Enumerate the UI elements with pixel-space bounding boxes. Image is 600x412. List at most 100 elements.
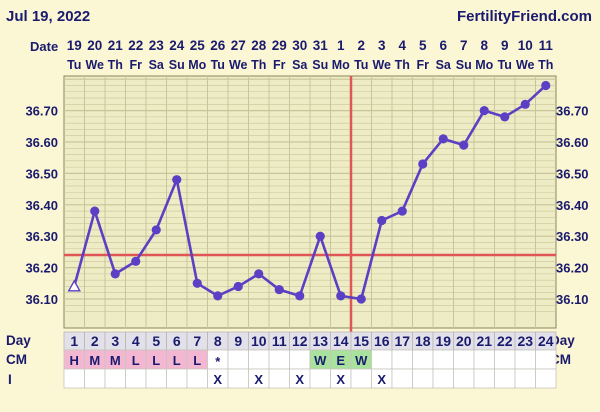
date-label: 7 (460, 38, 468, 53)
day-label: 17 (394, 333, 410, 349)
intercourse-cell (84, 368, 106, 389)
cm-label: L (193, 353, 201, 368)
cm-label: L (132, 353, 140, 368)
y-tick-label-right: 36.20 (556, 261, 589, 276)
intercourse-cell (309, 368, 331, 389)
y-tick-label-right: 36.30 (556, 229, 589, 244)
temperature-point (110, 269, 120, 279)
cm-label: L (152, 353, 160, 368)
weekday-label: Th (395, 58, 410, 72)
weekday-label: Mo (475, 58, 493, 72)
day-label: 12 (292, 333, 308, 349)
date-label: 8 (480, 38, 488, 53)
temperature-point (315, 231, 325, 241)
intercourse-mark: X (213, 372, 222, 387)
cm-cell (248, 349, 270, 370)
day-label: 8 (214, 333, 222, 349)
weekday-label: Sa (149, 58, 165, 72)
date-label: 29 (272, 38, 287, 53)
y-tick-label-left: 36.70 (25, 104, 58, 119)
date-label: 4 (398, 38, 406, 53)
weekday-label: We (85, 58, 104, 72)
chart-date: Jul 19, 2022 (6, 8, 91, 25)
day-label: 11 (272, 333, 287, 349)
intercourse-cell (186, 368, 208, 389)
intercourse-cell (227, 368, 249, 389)
cm-label: W (355, 353, 368, 368)
cm-cell (412, 349, 434, 370)
cm-label: M (110, 353, 121, 368)
y-tick-label-left: 36.20 (25, 261, 58, 276)
temperature-series (67, 80, 551, 304)
temperature-point (213, 291, 223, 301)
intercourse-row-label: I (8, 372, 12, 387)
cm-cell (535, 349, 557, 370)
weekday-label: We (229, 58, 248, 72)
intercourse-mark: X (336, 372, 345, 387)
cm-cell (453, 349, 475, 370)
y-tick-label-left: 36.60 (25, 135, 58, 150)
day-row-label: Day (6, 333, 31, 348)
intercourse-cell (63, 368, 85, 389)
temperature-point (172, 175, 182, 185)
weekday-label: We (516, 58, 535, 72)
day-label: 3 (111, 333, 119, 349)
weekday-label: Tu (354, 58, 368, 72)
intercourse-cell (391, 368, 413, 389)
temperature-line (72, 84, 547, 301)
weekday-label: Fr (273, 58, 286, 72)
date-label: 20 (87, 38, 102, 53)
temperature-point (377, 215, 387, 226)
date-label: 1 (337, 38, 345, 53)
weekday-label: Th (538, 58, 553, 72)
day-label: 1 (70, 333, 78, 349)
y-tick-label-left: 36.40 (25, 198, 58, 213)
cm-cell (268, 349, 290, 370)
cm-row-label: CM (6, 352, 27, 367)
date-label: 9 (501, 38, 509, 53)
y-tick-label-right: 36.40 (556, 198, 589, 213)
temperature-point (520, 99, 530, 109)
weekday-label: Fr (130, 58, 143, 72)
temperature-point (233, 281, 243, 292)
date-label: 21 (108, 38, 124, 53)
day-label: 16 (374, 333, 390, 349)
day-label: 21 (476, 333, 492, 349)
day-label: 20 (456, 333, 472, 349)
y-tick-label-right: 36.70 (556, 104, 589, 119)
temperature-point (192, 278, 202, 288)
temperature-point (336, 291, 346, 301)
temperature-point (438, 134, 448, 144)
temperature-point (274, 284, 284, 295)
cm-cell (432, 349, 454, 370)
temperature-point (90, 206, 100, 216)
intercourse-cell (268, 368, 290, 389)
date-label: 31 (313, 38, 329, 53)
date-label: 23 (149, 38, 165, 53)
weekday-label: Sa (292, 58, 308, 72)
day-label: 5 (152, 333, 160, 349)
reference-lines (64, 76, 556, 370)
intercourse-cell (166, 368, 188, 389)
day-label: 22 (497, 333, 513, 349)
temperature-point (254, 269, 264, 279)
intercourse-mark: X (377, 372, 386, 387)
intercourse-cell (125, 368, 147, 389)
date-label: 26 (210, 38, 226, 53)
weekday-label: Th (251, 58, 266, 72)
temperature-point-open (67, 279, 81, 292)
temperature-point (459, 140, 469, 150)
intercourse-cell (473, 368, 495, 389)
intercourse-cell (535, 368, 557, 389)
intercourse-mark: X (254, 372, 263, 387)
weekday-label: Tu (211, 58, 225, 72)
weekday-label: We (372, 58, 391, 72)
day-label: 9 (234, 333, 242, 349)
date-label: 25 (190, 38, 206, 53)
date-label: 22 (128, 38, 143, 53)
day-label: 24 (538, 333, 554, 349)
weekday-label: Su (169, 58, 185, 72)
y-tick-label-left: 36.50 (25, 166, 58, 181)
weekday-label: Su (456, 58, 472, 72)
